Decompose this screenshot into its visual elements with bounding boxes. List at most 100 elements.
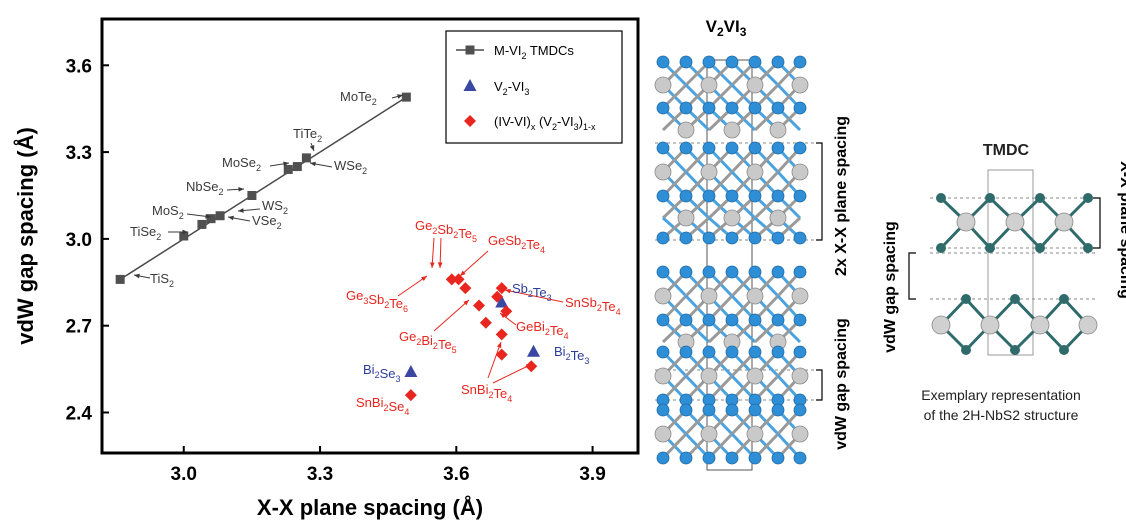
atom (725, 313, 739, 327)
metal-atom (1005, 212, 1025, 232)
annotation-arrow (459, 250, 489, 277)
atom (656, 55, 670, 69)
atom (748, 231, 762, 245)
square-point (206, 214, 216, 224)
data-points (115, 92, 541, 402)
atom (702, 141, 716, 155)
point-label: Sb2Te3 (512, 281, 552, 303)
diamond-point (445, 273, 458, 286)
vdw-gap-bracket (908, 252, 916, 300)
triangle-point (495, 295, 509, 308)
atom (793, 189, 807, 203)
diamond-point (495, 282, 508, 295)
atom (725, 345, 739, 359)
atom (679, 231, 693, 245)
point-label: GeBi2Te4 (516, 319, 569, 341)
square-point (179, 231, 189, 241)
y-tick-label: 2.7 (66, 317, 92, 338)
atom (725, 265, 739, 279)
atom (702, 313, 716, 327)
tmdc-vdw-gap-label: vdW gap spacing (882, 221, 899, 353)
atom (702, 101, 716, 115)
diamond-point (452, 273, 465, 286)
atom (793, 55, 807, 69)
atom (700, 163, 718, 181)
chalcogen-atom (985, 243, 995, 253)
chalcogen-atom (1059, 294, 1069, 304)
tmdc-fit-line (119, 96, 407, 281)
atom (771, 265, 785, 279)
v2vi3-structure-panel: V2VI3 2x X-X plane spacing vdW gap spaci… (654, 17, 850, 471)
arrowhead (496, 342, 502, 348)
tmdc-structure-panel: TMDC vdW gap spacing X-X plane spacing E… (882, 142, 1126, 423)
atom (746, 76, 764, 94)
atom (748, 189, 762, 203)
y-tick-label: 3.0 (66, 230, 92, 251)
arrowhead (310, 161, 316, 167)
caption-line-2: of the 2H-NbS2 structure (924, 407, 1079, 423)
x-tick-label: 3.9 (579, 464, 605, 485)
diamond-point (495, 348, 508, 361)
x-axis-title: X-X plane spacing (Å) (257, 494, 483, 520)
atom (725, 55, 739, 69)
legend: M-VI2 TMDCs V2-VI3 (IV-VI)x (V2-VI3)1-x (445, 30, 623, 144)
atom (793, 141, 807, 155)
atom (771, 313, 785, 327)
arrowhead (238, 186, 244, 192)
arrowhead (526, 364, 532, 369)
legend-label: M-VI2 TMDCs (494, 43, 574, 61)
arrowhead (460, 270, 466, 276)
atom (748, 403, 762, 417)
arrowhead (309, 145, 315, 151)
atom (771, 189, 785, 203)
chalcogen-atom (1035, 193, 1045, 203)
atom (700, 76, 718, 94)
atom (793, 403, 807, 417)
atom (771, 101, 785, 115)
tmdc-unit-cell (987, 169, 1034, 356)
metal-atom (980, 315, 1000, 335)
annotation-arrow (492, 363, 533, 384)
y-tick-label: 3.3 (66, 143, 92, 164)
metal-atom (1030, 315, 1050, 335)
arrowhead (283, 161, 289, 167)
atom (723, 209, 741, 227)
caption-line-1: Exemplary representation (921, 387, 1081, 403)
atom (725, 451, 739, 465)
atom (677, 121, 695, 139)
atom (791, 425, 809, 443)
annotation-arrow (487, 341, 502, 379)
triangle-point (404, 364, 418, 377)
arrowhead (437, 262, 443, 268)
atom (769, 121, 787, 139)
point-label: Bi2Te3 (554, 344, 589, 366)
arrowhead (500, 313, 506, 319)
atom (725, 231, 739, 245)
legend-label: (IV-VI)x (V2-VI3)1-x (494, 114, 596, 132)
arrowhead (228, 215, 234, 221)
atom (748, 451, 762, 465)
square-point (301, 153, 311, 163)
arrowhead (463, 300, 469, 306)
atom (793, 265, 807, 279)
atom (748, 265, 762, 279)
atom (679, 451, 693, 465)
atom (656, 101, 670, 115)
atom (656, 141, 670, 155)
x-tick-label: 3.6 (443, 464, 469, 485)
chalcogen-atom (1035, 243, 1045, 253)
atom (725, 141, 739, 155)
atom (656, 345, 670, 359)
atom (771, 451, 785, 465)
atom (679, 265, 693, 279)
point-label: MoSe2 (222, 155, 261, 173)
arrowhead (421, 276, 427, 282)
point-label: GeSb2Te4 (488, 233, 545, 255)
point-label: TiTe2 (293, 126, 322, 144)
diamond-point (459, 282, 472, 295)
atom (746, 425, 764, 443)
chalcogen-atom (1083, 243, 1093, 253)
atom (793, 313, 807, 327)
